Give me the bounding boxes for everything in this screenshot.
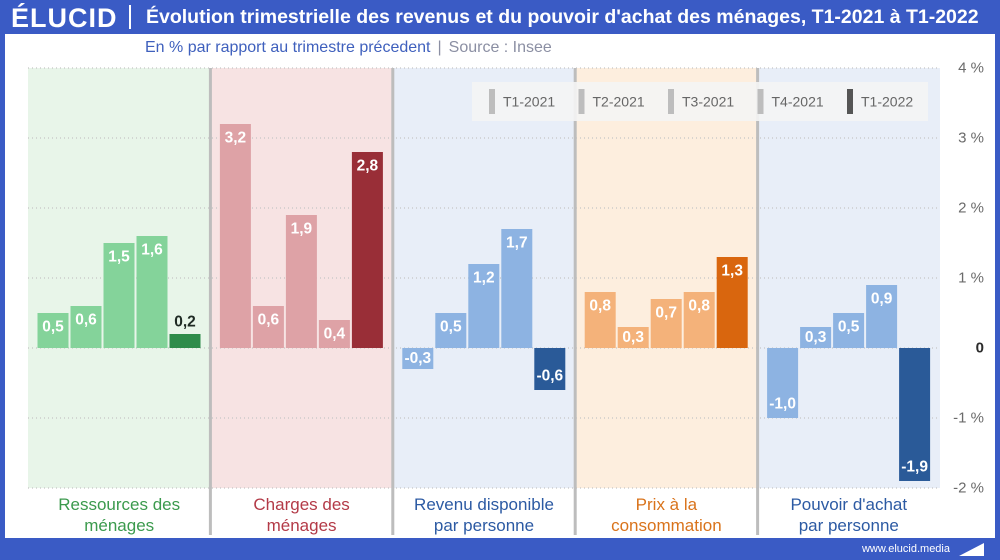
subtitle-text: En % par rapport au trimestre précedent [145, 39, 431, 56]
value-label-revenu-disponible-par-personne-t1-2022: -0,6 [536, 368, 563, 385]
value-label-charges-des-menages-t1-2021: 3,2 [225, 130, 247, 147]
bar-ressources-des-menages-t3-2021 [103, 243, 135, 348]
bar-ressources-des-menages-t1-2022 [169, 334, 201, 348]
legend-label-t2-2021: T2-2021 [593, 94, 645, 110]
value-label-ressources-des-menages-t2-2021: 0,6 [75, 312, 97, 329]
bar-charges-des-menages-t2-2021 [252, 306, 284, 348]
bar-charges-des-menages-t1-2021 [219, 124, 251, 348]
bar-revenu-disponible-par-personne-t2-2021 [435, 313, 467, 348]
legend-label-t4-2021: T4-2021 [772, 94, 824, 110]
value-label-pouvoir-d-achat-par-personne-t1-2022: -1,9 [901, 459, 928, 476]
elucid-mark-icon [959, 543, 984, 556]
y-tick-label-3: 3 % [958, 130, 984, 147]
value-label-prix-a-la-consommation-t3-2021: 0,7 [655, 305, 677, 322]
category-label-revenu-disponible-par-personne: Revenu disponible par personne [414, 495, 554, 535]
legend: T1-2021 T2-2021 T3-2021 T4-2021 T1-2022 [472, 82, 928, 121]
bar-ressources-des-menages-t2-2021 [70, 306, 102, 348]
value-label-pouvoir-d-achat-par-personne-t4-2021: 0,9 [871, 291, 893, 308]
y-tick-label-minus-2: -2 % [953, 480, 984, 497]
value-label-prix-a-la-consommation-t1-2021: 0,8 [589, 298, 611, 315]
bar-prix-a-la-consommation-t1-2021 [584, 292, 616, 348]
chart-subtitle: En % par rapport au trimestre précedent |… [145, 38, 552, 58]
legend-item-t2-2021: T2-2021 [578, 89, 645, 114]
y-tick-label-2: 2 % [958, 200, 984, 217]
value-label-ressources-des-menages-t1-2021: 0,5 [42, 319, 64, 336]
bar-pouvoir-d-achat-par-personne-t1-2021 [767, 348, 799, 418]
legend-marker-t2-2021 [578, 89, 585, 114]
bar-prix-a-la-consommation-t2-2021 [617, 327, 649, 348]
website-url: www.elucid.media [861, 543, 950, 555]
value-label-prix-a-la-consommation-t4-2021: 0,8 [688, 298, 710, 315]
value-label-charges-des-menages-t1-2022: 2,8 [357, 158, 379, 175]
value-label-charges-des-menages-t4-2021: 0,4 [324, 326, 346, 343]
bar-revenu-disponible-par-personne-t1-2022 [534, 348, 566, 390]
legend-item-t3-2021: T3-2021 [668, 89, 734, 114]
header-divider [129, 5, 131, 29]
value-label-ressources-des-menages-t1-2022: 0,2 [174, 314, 196, 331]
legend-item-t1-2022: T1-2022 [847, 89, 913, 114]
legend-item-t4-2021: T4-2021 [757, 89, 824, 114]
y-tick-label-minus-1: -1 % [953, 410, 984, 427]
bar-ressources-des-menages-t4-2021 [136, 236, 168, 348]
legend-marker-t3-2021 [668, 89, 674, 114]
bar-prix-a-la-consommation-t4-2021 [683, 292, 715, 348]
category-label-pouvoir-d-achat-par-personne: Pouvoir d'achat par personne [790, 495, 908, 535]
bar-pouvoir-d-achat-par-personne-t3-2021 [833, 313, 865, 348]
y-tick-label-1: 1 % [958, 270, 984, 287]
legend-label-t1-2022: T1-2022 [861, 94, 913, 110]
legend-item-t1-2021: T1-2021 [489, 89, 555, 114]
category-label-prix-a-la-consommation: Prix à la consommation [611, 495, 722, 535]
bar-prix-a-la-consommation-t3-2021 [650, 299, 682, 348]
bar-revenu-disponible-par-personne-t4-2021 [501, 229, 533, 348]
bar-revenu-disponible-par-personne-t1-2021 [402, 348, 434, 369]
bar-charges-des-menages-t3-2021 [285, 215, 317, 348]
legend-label-t1-2021: T1-2021 [503, 94, 555, 110]
value-label-revenu-disponible-par-personne-t1-2021: -0,3 [404, 350, 431, 367]
bar-charges-des-menages-t1-2022 [351, 152, 383, 348]
bar-pouvoir-d-achat-par-personne-t1-2022 [899, 348, 931, 481]
value-label-charges-des-menages-t2-2021: 0,6 [258, 312, 280, 329]
bar-charges-des-menages-t4-2021 [318, 320, 350, 348]
bar-pouvoir-d-achat-par-personne-t2-2021 [800, 327, 832, 348]
category-label-ressources-des-menages: Ressources des ménages [58, 495, 181, 535]
value-label-revenu-disponible-par-personne-t3-2021: 1,2 [473, 270, 495, 287]
value-label-prix-a-la-consommation-t1-2022: 1,3 [721, 263, 743, 280]
subtitle-separator: | [437, 39, 442, 56]
bar-prix-a-la-consommation-t1-2022 [716, 257, 748, 348]
source-text: Source : Insee [448, 39, 552, 56]
value-label-pouvoir-d-achat-par-personne-t2-2021: 0,3 [805, 329, 827, 346]
bar-pouvoir-d-achat-par-personne-t4-2021 [866, 285, 898, 348]
elucid-logo: ÉLUCID [11, 3, 118, 33]
legend-label-t3-2021: T3-2021 [682, 94, 734, 110]
legend-marker-t1-2021 [489, 89, 495, 114]
value-label-pouvoir-d-achat-par-personne-t1-2021: -1,0 [769, 396, 796, 413]
value-label-charges-des-menages-t3-2021: 1,9 [291, 221, 313, 238]
legend-marker-t1-2022 [847, 89, 853, 114]
value-label-ressources-des-menages-t4-2021: 1,6 [141, 242, 163, 259]
y-tick-label-0: 0 [976, 340, 984, 357]
category-label-charges-des-menages: Charges des ménages [253, 495, 350, 535]
value-label-pouvoir-d-achat-par-personne-t3-2021: 0,5 [838, 319, 860, 336]
value-label-ressources-des-menages-t3-2021: 1,5 [108, 249, 130, 266]
legend-marker-t4-2021 [757, 89, 764, 114]
chart-title: Évolution trimestrielle des revenus et d… [146, 6, 979, 28]
value-label-revenu-disponible-par-personne-t2-2021: 0,5 [440, 319, 462, 336]
value-label-revenu-disponible-par-personne-t4-2021: 1,7 [506, 235, 528, 252]
bar-revenu-disponible-par-personne-t3-2021 [468, 264, 500, 348]
y-tick-label-4: 4 % [958, 60, 984, 77]
value-label-prix-a-la-consommation-t2-2021: 0,3 [622, 329, 644, 346]
bar-ressources-des-menages-t1-2021 [37, 313, 69, 348]
